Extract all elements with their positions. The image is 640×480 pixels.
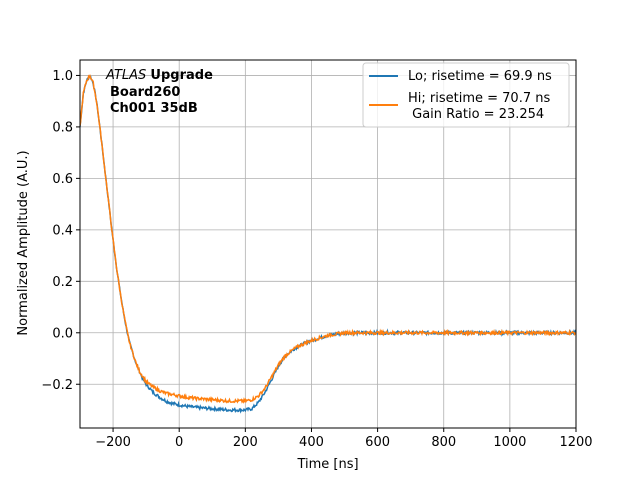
x-tick-label: 1000 [493, 435, 526, 450]
y-tick-label: 0.8 [52, 120, 73, 135]
x-tick-label: 400 [299, 435, 324, 450]
x-tick-label: 200 [233, 435, 258, 450]
series-line-hi [80, 73, 576, 404]
x-tick-label: 800 [431, 435, 456, 450]
annotation-experiment: ATLAS [105, 68, 146, 83]
y-tick-label: −0.2 [41, 378, 73, 393]
legend-box [362, 62, 570, 128]
x-tick-label: 600 [365, 435, 390, 450]
y-axis: −0.2 0.0 0.2 0.4 0.6 0.8 1.0 [41, 69, 80, 393]
y-tick-label: 0.0 [52, 326, 73, 341]
x-axis: −200 0 200 400 600 800 1000 1200 [95, 428, 593, 450]
annotation-channel: Ch001 35dB [110, 101, 198, 116]
x-tick-label: 1200 [559, 435, 592, 450]
x-tick-label: 0 [175, 435, 183, 450]
y-tick-label: 1.0 [52, 69, 73, 84]
y-tick-label: 0.4 [52, 223, 73, 238]
svg-text:ATLAS Upgrade: ATLAS Upgrade [105, 68, 213, 83]
annotation-board: Board260 [110, 85, 180, 100]
legend-label-hi-line: Hi; risetime = 70.7 ns [408, 91, 550, 106]
legend-label-hi: Hi; risetime = 70.7 ns Gain Ratio = 23.2… [408, 91, 550, 122]
legend-label-lo: Lo; risetime = 69.9 ns [408, 69, 552, 84]
y-tick-label: 0.6 [52, 172, 73, 187]
annotation-block: ATLAS Upgrade Board260 Ch001 35dB [105, 68, 213, 116]
y-tick-label: 0.2 [52, 275, 73, 290]
x-axis-label: Time [ns] [296, 457, 358, 472]
y-axis-label: Normalized Amplitude (A.U.) [16, 150, 31, 335]
legend-label-hi-line: Gain Ratio = 23.254 [408, 107, 544, 122]
x-tick-label: −200 [95, 435, 131, 450]
legend: Lo; risetime = 69.9 ns Hi; risetime = 70… [362, 62, 570, 128]
plot-frame [79, 59, 577, 429]
series-group [80, 73, 576, 414]
annotation-experiment-suffix: Upgrade [150, 68, 213, 83]
